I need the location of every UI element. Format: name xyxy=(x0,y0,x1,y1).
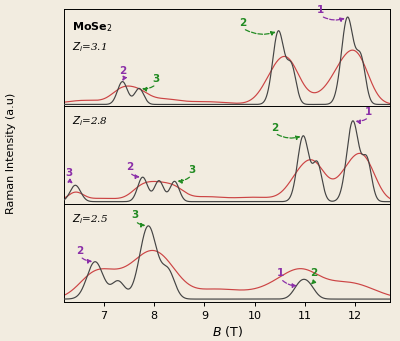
Text: 1: 1 xyxy=(365,107,372,117)
Text: MoSe$_2$: MoSe$_2$ xyxy=(72,20,113,34)
Text: 3: 3 xyxy=(66,168,73,178)
Text: $Z_i$=3.1: $Z_i$=3.1 xyxy=(72,40,107,54)
Text: Raman Intensity (a.u): Raman Intensity (a.u) xyxy=(6,93,16,214)
X-axis label: $\mathbf{\it{B}}$ (T): $\mathbf{\it{B}}$ (T) xyxy=(212,324,242,339)
Text: 2: 2 xyxy=(126,162,133,172)
Text: 3: 3 xyxy=(132,210,139,220)
Text: 2: 2 xyxy=(76,246,84,256)
Text: 1: 1 xyxy=(277,268,284,278)
Text: $Z_i$=2.5: $Z_i$=2.5 xyxy=(72,212,108,226)
Text: 3: 3 xyxy=(188,165,195,175)
Text: 3: 3 xyxy=(152,74,160,84)
Text: 2: 2 xyxy=(271,122,278,133)
Text: $Z_i$=2.8: $Z_i$=2.8 xyxy=(72,114,108,128)
Text: 1: 1 xyxy=(317,5,324,15)
Text: 2: 2 xyxy=(239,18,246,28)
Text: 2: 2 xyxy=(310,268,317,278)
Text: 2: 2 xyxy=(119,66,126,76)
